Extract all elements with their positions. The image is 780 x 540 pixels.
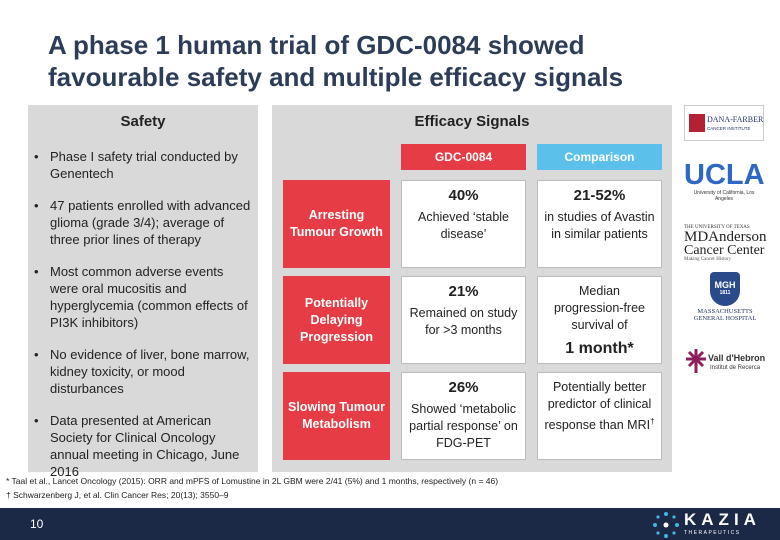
cell-text: Potentially better predictor of clinical… <box>544 380 652 433</box>
cell-text: Achieved ‘stable disease’ <box>417 210 510 241</box>
cell-value: 1 month* <box>565 340 634 357</box>
bullet-text: 47 patients enrolled with advanced gliom… <box>50 198 251 247</box>
bullet-text: No evidence of liver, bone marrow, kidne… <box>50 347 250 396</box>
brand-mark <box>653 512 679 538</box>
brand-name: KAZIA <box>684 510 761 529</box>
logo-ucla: UCLA University of California, Los Angel… <box>684 159 765 202</box>
brand-tagline: THERAPEUTICS <box>684 530 741 536</box>
logo-text: MDAnderson <box>684 229 767 245</box>
logo-mark <box>686 349 706 373</box>
bullet-item: • Phase I safety trial conducted by Genen… <box>34 148 254 182</box>
gdc-cell: 21% Remained on study for >3 months <box>401 276 526 364</box>
cell-value: 21% <box>448 283 479 300</box>
cell-text: Showed ‘metabolic partial response’ on F… <box>409 402 518 450</box>
title-line: A phase 1 human trial of GDC-0084 showed <box>48 30 585 60</box>
logo-text: CANCER INSTITUTE <box>707 126 751 131</box>
logo-text: DANA-FARBER <box>707 115 764 124</box>
logo-text: Cancer Center <box>684 243 765 258</box>
logo-text: MASSACHUSETTS <box>697 308 753 315</box>
bullet-text: Phase I safety trial conducted by Genent… <box>50 149 238 181</box>
logo-text: THE UNIVERSITY OF TEXAS <box>684 225 750 230</box>
logo-mark <box>689 114 705 132</box>
cell-value: 40% <box>448 187 479 204</box>
bullet-item: • Most common adverse events were oral mu… <box>34 263 254 331</box>
logo-md-anderson: THE UNIVERSITY OF TEXAS MDAnderson Cance… <box>684 225 767 262</box>
logo-text: University of California, Los Angeles <box>693 190 755 202</box>
cell-text: Median progression-free survival of <box>553 284 645 332</box>
cell-text: Remained on study for >3 months <box>409 306 518 337</box>
safety-panel <box>28 105 258 472</box>
cell-text: in studies of Avastin in similar patient… <box>544 210 655 241</box>
row-label: Potentially Delaying Progression <box>283 276 390 364</box>
footnote: † Schwarzenberg J, et al. Clin Cancer Re… <box>6 490 229 500</box>
bullet-item: • No evidence of liver, bone marrow, kidn… <box>34 346 254 397</box>
footer-bar <box>0 508 780 540</box>
gdc-cell: 26% Showed ‘metabolic partial response’ o… <box>401 372 526 460</box>
bullet-dot: • <box>34 347 39 362</box>
logo-text: Vall d'Hebron <box>708 353 766 363</box>
column-header: Comparison <box>537 144 662 170</box>
logo-text: 1811 <box>719 290 731 296</box>
bullet-dot: • <box>34 413 39 428</box>
logo-text: Making Cancer History <box>684 257 732 262</box>
bullet-dot: • <box>34 149 39 164</box>
logo-text: GENERAL HOSPITAL <box>693 315 757 322</box>
gdc-cell: 40% Achieved ‘stable disease’ <box>401 180 526 268</box>
logo-dana-farber: DANA-FARBER CANCER INSTITUTE <box>684 105 764 141</box>
bullet-item: • 47 patients enrolled with advanced glio… <box>34 197 254 248</box>
logo-text: Institut de Recerca <box>710 365 761 371</box>
cell-value: 26% <box>448 379 479 396</box>
bullet-dot: • <box>34 264 39 279</box>
row-label: Slowing Tumour Metabolism <box>283 372 390 460</box>
bullet-text: Data presented at American Society for C… <box>50 413 240 479</box>
logo-text: UCLA <box>684 159 765 191</box>
logo-vall-hebron: Vall d'Hebron Institut de Recerca <box>684 343 766 378</box>
comparison-cell: Median progression-free survival of 1 mon… <box>537 276 662 364</box>
footnote-mark: † <box>650 417 655 426</box>
logo-text: MGH <box>714 280 736 290</box>
bullet-dot: • <box>34 198 39 213</box>
logo-mgh: MGH 1811 MASSACHUSETTS GENERAL HOSPITAL <box>684 272 766 322</box>
safety-heading: Safety <box>120 113 166 130</box>
page-number: 10 <box>30 517 44 531</box>
bullet-text: Most common adverse events were oral muc… <box>50 264 248 330</box>
title-line: favourable safety and multiple efficacy … <box>48 62 624 92</box>
comparison-cell: Potentially better predictor of clinical… <box>537 372 662 460</box>
column-header: GDC-0084 <box>401 144 526 170</box>
bullet-item: • Data presented at American Society for … <box>34 412 254 480</box>
row-label: Arresting Tumour Growth <box>283 180 390 268</box>
efficacy-heading: Efficacy Signals <box>414 113 530 130</box>
footnote: * Taal et al., Lancet Oncology (2015): O… <box>6 476 499 486</box>
safety-bullets: • Phase I safety trial conducted by Genen… <box>34 148 254 495</box>
comparison-cell: 21-52% in studies of Avastin in similar p… <box>537 180 662 268</box>
cell-value: 21-52% <box>573 187 626 204</box>
